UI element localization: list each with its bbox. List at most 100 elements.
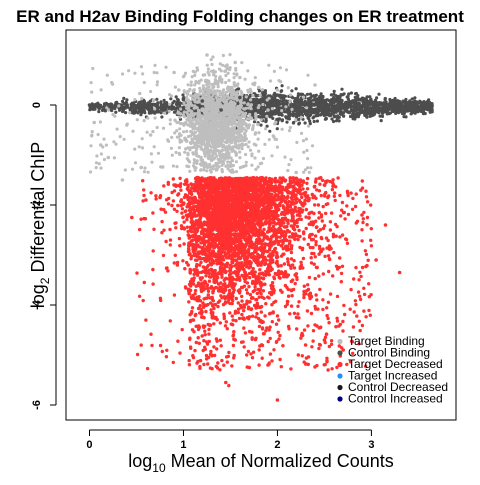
- data-point: [177, 151, 181, 155]
- data-point: [200, 128, 204, 132]
- data-point: [416, 110, 420, 114]
- data-point: [244, 152, 248, 157]
- data-point: [89, 81, 93, 85]
- data-point: [343, 104, 347, 108]
- data-point: [233, 102, 237, 106]
- data-point: [270, 107, 274, 111]
- data-point: [410, 101, 414, 105]
- data-point: [189, 94, 193, 98]
- data-point: [152, 70, 156, 75]
- data-point: [384, 105, 388, 109]
- data-point: [282, 94, 286, 98]
- data-point: [88, 108, 92, 112]
- data-point: [159, 100, 163, 104]
- data-point: [254, 117, 258, 121]
- data-point: [317, 274, 321, 278]
- data-point: [181, 96, 185, 100]
- data-point: [272, 93, 276, 97]
- data-point: [297, 102, 301, 106]
- data-point: [88, 170, 93, 174]
- data-point: [286, 168, 290, 173]
- data-point: [135, 352, 140, 357]
- data-point: [218, 159, 223, 163]
- data-point: [230, 159, 235, 163]
- data-point: [193, 168, 197, 172]
- data-point: [361, 100, 365, 105]
- data-point: [299, 131, 304, 135]
- data-point: [294, 118, 298, 122]
- data-point: [252, 120, 257, 124]
- data-point: [290, 89, 294, 93]
- data-point: [102, 104, 107, 108]
- data-point: [207, 157, 212, 161]
- data-point: [169, 146, 173, 150]
- data-point: [371, 111, 375, 115]
- data-point: [223, 106, 227, 110]
- data-point: [248, 293, 253, 297]
- data-point: [182, 74, 186, 78]
- data-point: [122, 96, 126, 100]
- data-point: [125, 122, 129, 126]
- data-point: [103, 109, 107, 113]
- data-point: [195, 106, 199, 110]
- data-point: [138, 92, 142, 96]
- data-point: [242, 101, 246, 105]
- data-point: [346, 97, 350, 101]
- data-point: [264, 127, 268, 131]
- data-point: [213, 102, 217, 106]
- data-point: [210, 83, 214, 87]
- data-point: [333, 191, 337, 195]
- data-point: [137, 145, 141, 149]
- data-point: [205, 106, 209, 110]
- data-point: [191, 89, 195, 93]
- data-point: [288, 114, 292, 118]
- data-point: [239, 101, 243, 105]
- data-point: [99, 103, 103, 108]
- data-point: [152, 103, 156, 107]
- data-point: [275, 145, 279, 149]
- data-point: [286, 86, 290, 90]
- data-point: [329, 93, 333, 97]
- data-point: [169, 97, 173, 101]
- data-point: [199, 117, 203, 121]
- data-point: [252, 142, 256, 146]
- data-point: [143, 111, 147, 115]
- data-point: [199, 168, 203, 172]
- data-point: [297, 110, 301, 115]
- data-point: [304, 137, 308, 141]
- data-point: [195, 154, 199, 158]
- data-point: [308, 122, 312, 126]
- data-point: [271, 134, 275, 138]
- data-point: [324, 112, 328, 117]
- data-point: [132, 111, 136, 115]
- data-point: [156, 101, 160, 105]
- data-point: [120, 104, 124, 108]
- data-point: [133, 71, 137, 75]
- data-point: [328, 112, 333, 117]
- data-point: [285, 108, 289, 112]
- data-point: [221, 145, 225, 149]
- data-point: [337, 119, 341, 123]
- data-point: [290, 103, 294, 107]
- data-point: [206, 67, 210, 71]
- data-point: [278, 66, 282, 70]
- data-point: [183, 90, 187, 94]
- data-point: [189, 83, 193, 87]
- data-point: [155, 71, 159, 75]
- data-point: [243, 132, 247, 136]
- data-point: [173, 85, 177, 89]
- data-point: [146, 170, 150, 174]
- data-point: [406, 109, 410, 113]
- data-point: [110, 105, 114, 109]
- data-point: [186, 89, 190, 94]
- data-point: [228, 147, 232, 151]
- data-point: [240, 115, 244, 119]
- data-point: [204, 110, 208, 115]
- data-point: [224, 120, 229, 124]
- data-point: [238, 156, 242, 160]
- data-point: [164, 65, 168, 69]
- data-point: [207, 279, 212, 283]
- data-point: [339, 104, 344, 108]
- data-point: [400, 111, 404, 116]
- data-point: [197, 125, 201, 129]
